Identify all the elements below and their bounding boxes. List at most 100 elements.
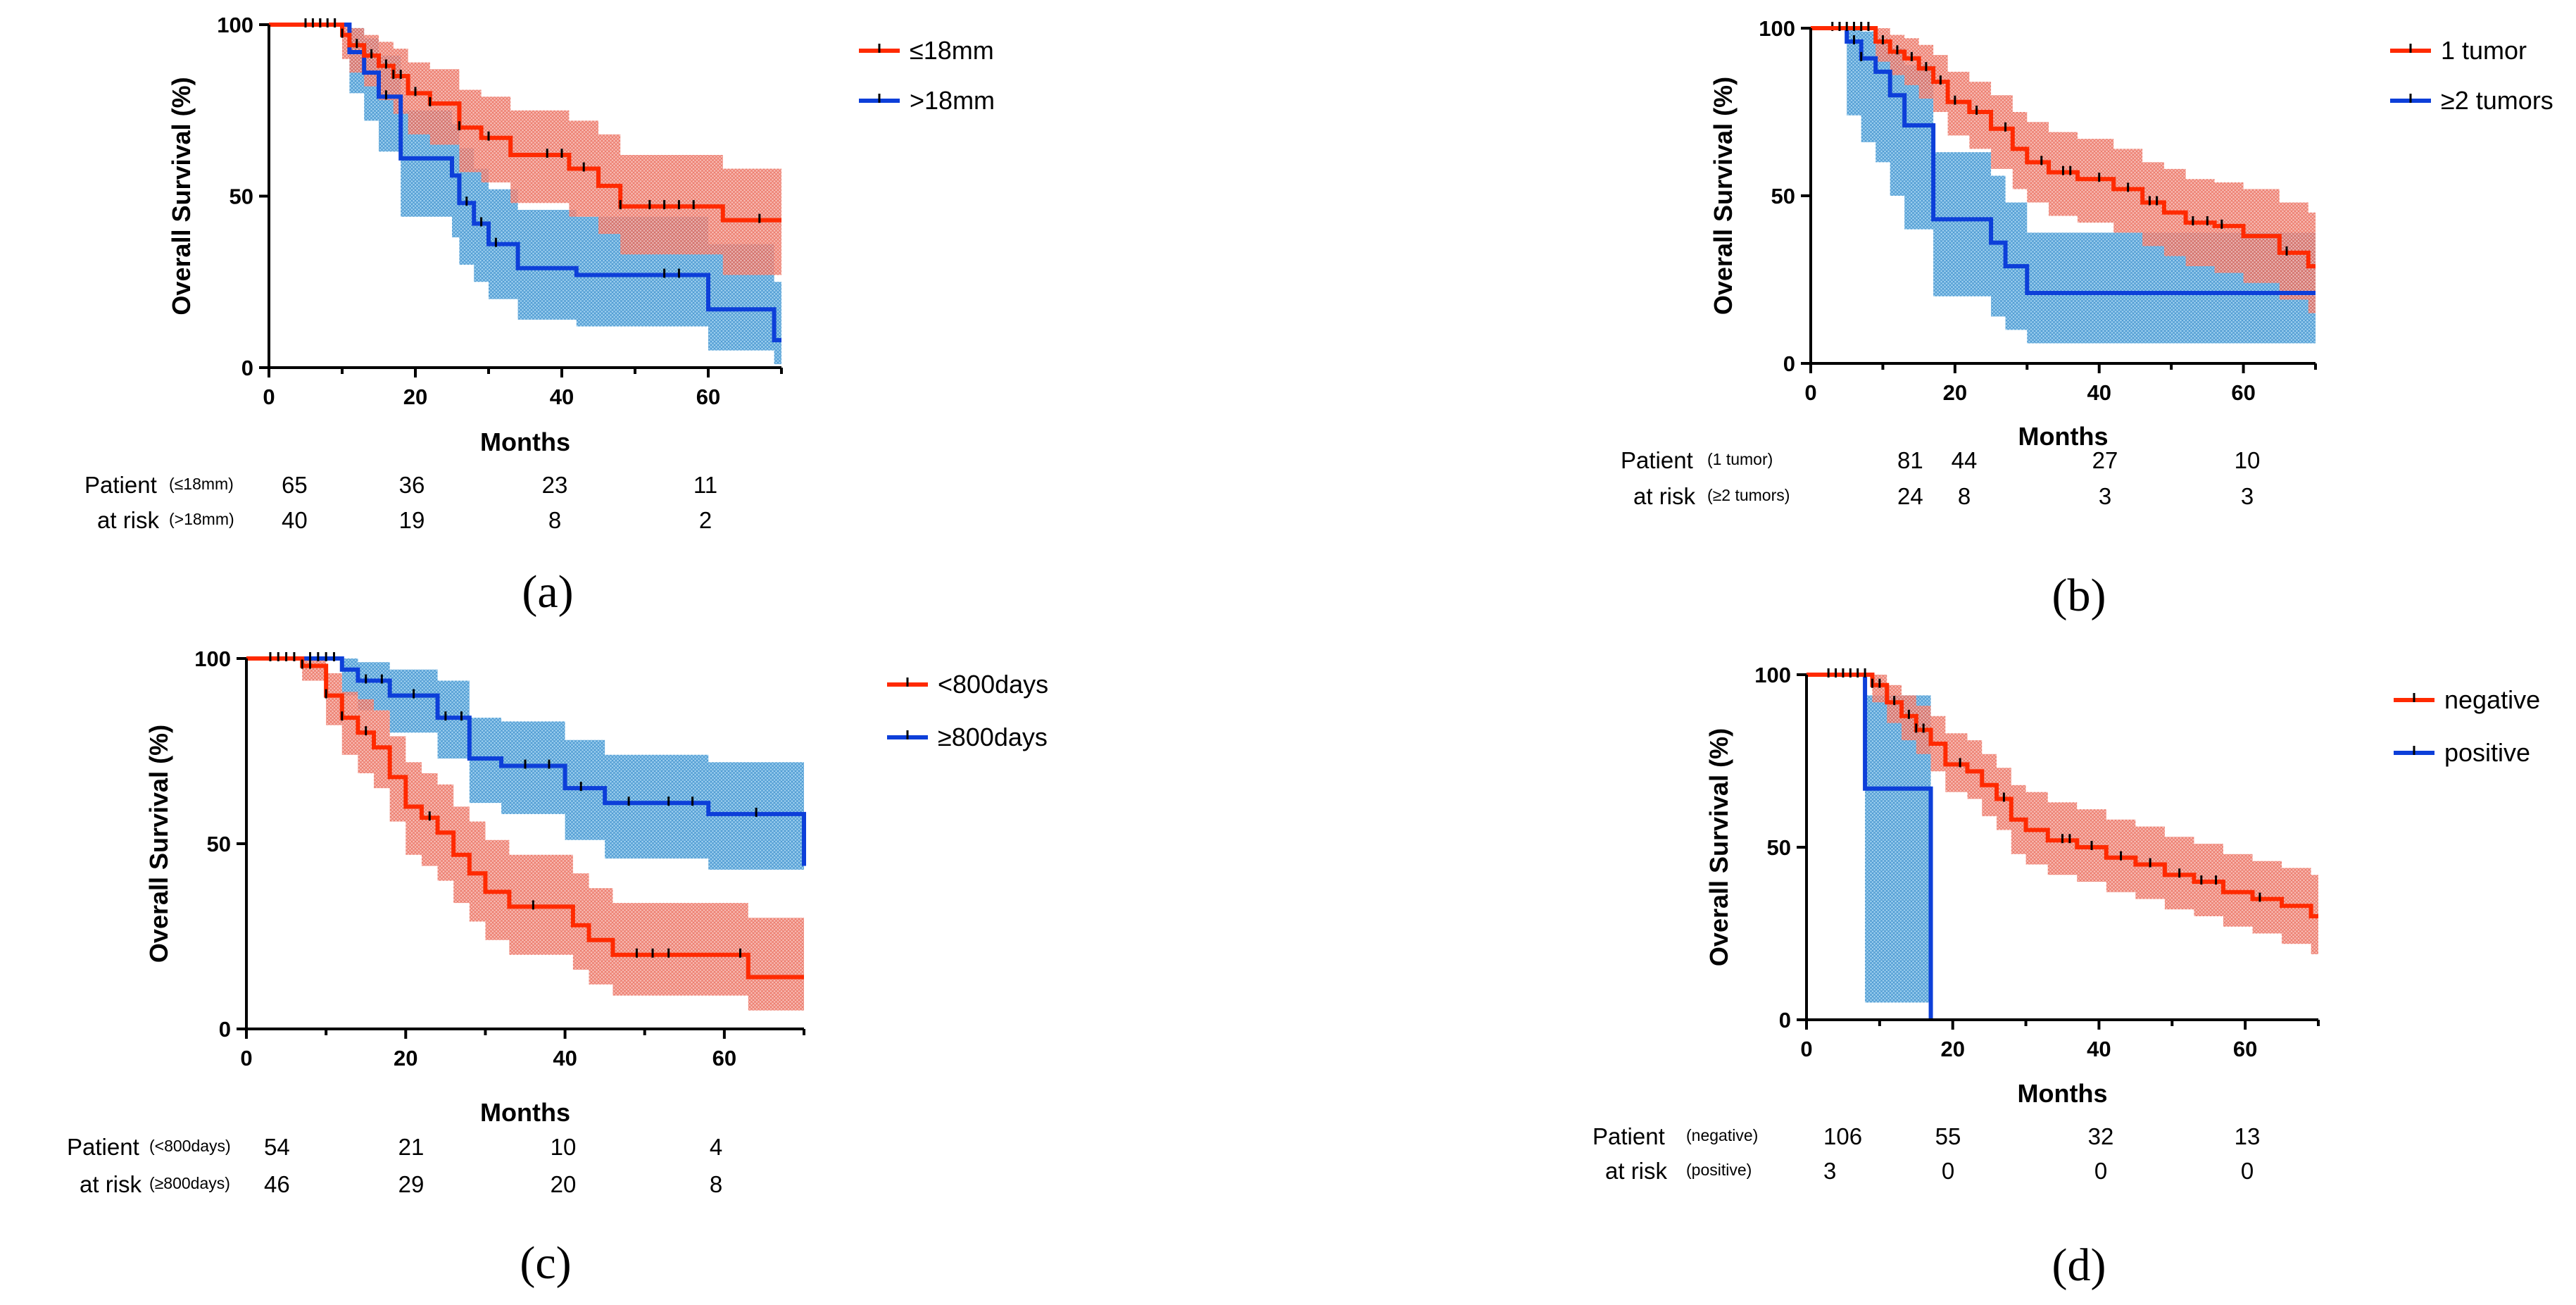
risk-value: 55 — [1935, 1123, 1961, 1149]
y-tick-label: 0 — [241, 356, 253, 380]
legend-label-1: ≤18mm — [910, 36, 994, 65]
risk-value: 29 — [398, 1171, 425, 1197]
x-tick-label: 40 — [550, 385, 574, 409]
risk-value: 3 — [2241, 483, 2254, 509]
risk-value: 81 — [1897, 447, 1923, 473]
risk-value: 40 — [282, 507, 308, 533]
y-tick-label: 50 — [207, 832, 231, 856]
y-tick-label: 0 — [1783, 351, 1795, 376]
confidence-band-2 — [1807, 675, 1931, 1020]
km-panel-1: 0 50 100 0 20 40 60 Months Overall Survival (%) ≤… — [84, 13, 995, 618]
y-tick-label: 0 — [219, 1017, 231, 1042]
risk-row-label-1: Patient — [67, 1134, 139, 1160]
risk-value: 27 — [2092, 447, 2118, 473]
x-tick-label: 60 — [712, 1046, 736, 1070]
y-tick-label: 0 — [1779, 1008, 1791, 1032]
y-axis-title: Overall Survival (%) — [167, 77, 196, 315]
y-axis-title: Overall Survival (%) — [1704, 728, 1733, 966]
x-tick-label: 40 — [2087, 1037, 2111, 1061]
x-tick-label: 0 — [240, 1046, 252, 1070]
panel-label: (a) — [522, 566, 573, 618]
risk-value: 0 — [2094, 1158, 2107, 1184]
risk-value: 44 — [1952, 447, 1978, 473]
risk-value: 0 — [1942, 1158, 1954, 1184]
confidence-band-1 — [269, 25, 781, 275]
survival-curve-2 — [1811, 26, 2316, 296]
y-tick-label: 50 — [1767, 835, 1791, 860]
y-tick-label: 100 — [1759, 16, 1795, 41]
km-panel-3: 0 50 100 0 20 40 60 Months Overall Survival (%) <… — [67, 647, 1048, 1289]
panel-label: (b) — [2052, 570, 2106, 621]
x-tick-label: 20 — [394, 1046, 417, 1070]
x-tick-label: 0 — [1804, 380, 1816, 405]
x-tick-label: 20 — [1940, 1037, 1964, 1061]
risk-value: 19 — [399, 507, 425, 533]
risk-value: 11 — [693, 472, 717, 498]
x-tick-label: 0 — [1800, 1037, 1812, 1061]
risk-group-label-2: (≥800days) — [149, 1174, 230, 1192]
y-tick-label: 100 — [194, 647, 231, 671]
risk-value: 54 — [264, 1134, 290, 1160]
x-tick-label: 60 — [2233, 1037, 2257, 1061]
y-axis-title: Overall Survival (%) — [1709, 77, 1738, 315]
risk-value: 23 — [542, 472, 568, 498]
panel-label: (c) — [520, 1237, 571, 1289]
x-tick-label: 60 — [2231, 380, 2255, 405]
risk-row-label-1: Patient — [1621, 447, 1693, 473]
risk-value: 13 — [2235, 1123, 2261, 1149]
risk-value: 24 — [1897, 483, 1923, 509]
x-axis-title: Months — [2018, 1079, 2108, 1108]
risk-value: 8 — [710, 1171, 722, 1197]
legend-label-1: negative — [2444, 685, 2540, 714]
y-tick-label: 50 — [1771, 184, 1795, 208]
x-tick-label: 20 — [1943, 380, 1967, 405]
survival-curve-1 — [246, 656, 804, 980]
risk-value: 3 — [2099, 483, 2111, 509]
legend-label-2: >18mm — [910, 86, 995, 115]
legend-label-1: <800days — [938, 670, 1048, 699]
risk-value: 8 — [1958, 483, 1971, 509]
x-tick-label: 60 — [696, 385, 720, 409]
risk-value: 4 — [710, 1134, 722, 1160]
risk-value: 32 — [2088, 1123, 2114, 1149]
risk-value: 106 — [1823, 1123, 1862, 1149]
x-axis-title: Months — [2018, 422, 2109, 451]
risk-value: 65 — [282, 472, 308, 498]
risk-group-label-2: (positive) — [1686, 1161, 1752, 1179]
x-tick-label: 20 — [403, 385, 427, 409]
risk-group-label-1: (<800days) — [149, 1137, 231, 1155]
risk-value: 3 — [1823, 1158, 1836, 1184]
x-axis-title: Months — [480, 427, 570, 456]
risk-row-label-2: at risk — [1605, 1158, 1668, 1184]
risk-value: 20 — [551, 1171, 577, 1197]
survival-curve-2 — [246, 656, 806, 866]
risk-group-label-2: (≥2 tumors) — [1707, 486, 1790, 504]
risk-value: 8 — [548, 507, 561, 533]
risk-value: 21 — [398, 1134, 425, 1160]
legend-label-1: 1 tumor — [2441, 36, 2527, 65]
confidence-band-2 — [246, 658, 804, 922]
risk-value: 10 — [2235, 447, 2261, 473]
legend-label-2: ≥800days — [938, 723, 1048, 751]
y-tick-label: 100 — [217, 13, 253, 37]
risk-group-label-1: (negative) — [1686, 1126, 1758, 1144]
x-tick-label: 40 — [553, 1046, 577, 1070]
risk-row-label-2: at risk — [1633, 483, 1696, 509]
risk-group-label-1: (≤18mm) — [169, 475, 234, 493]
survival-curve-1 — [269, 23, 781, 223]
risk-value: 2 — [699, 507, 712, 533]
km-panel-4: 0 50 100 0 20 40 60 Months Overall Survival (%) n… — [1592, 663, 2540, 1291]
risk-row-label-2: at risk — [97, 507, 160, 533]
y-tick-label: 50 — [230, 185, 253, 209]
risk-row-label-1: Patient — [1592, 1123, 1665, 1149]
risk-value: 46 — [264, 1171, 290, 1197]
survival-curve-1 — [1807, 673, 2318, 918]
y-axis-title: Overall Survival (%) — [144, 725, 173, 963]
x-tick-label: 0 — [263, 385, 275, 409]
risk-value: 0 — [2241, 1158, 2254, 1184]
y-tick-label: 100 — [1754, 663, 1791, 687]
risk-group-label-2: (>18mm) — [169, 510, 234, 528]
risk-row-label-2: at risk — [80, 1171, 142, 1197]
x-tick-label: 40 — [2087, 380, 2111, 405]
